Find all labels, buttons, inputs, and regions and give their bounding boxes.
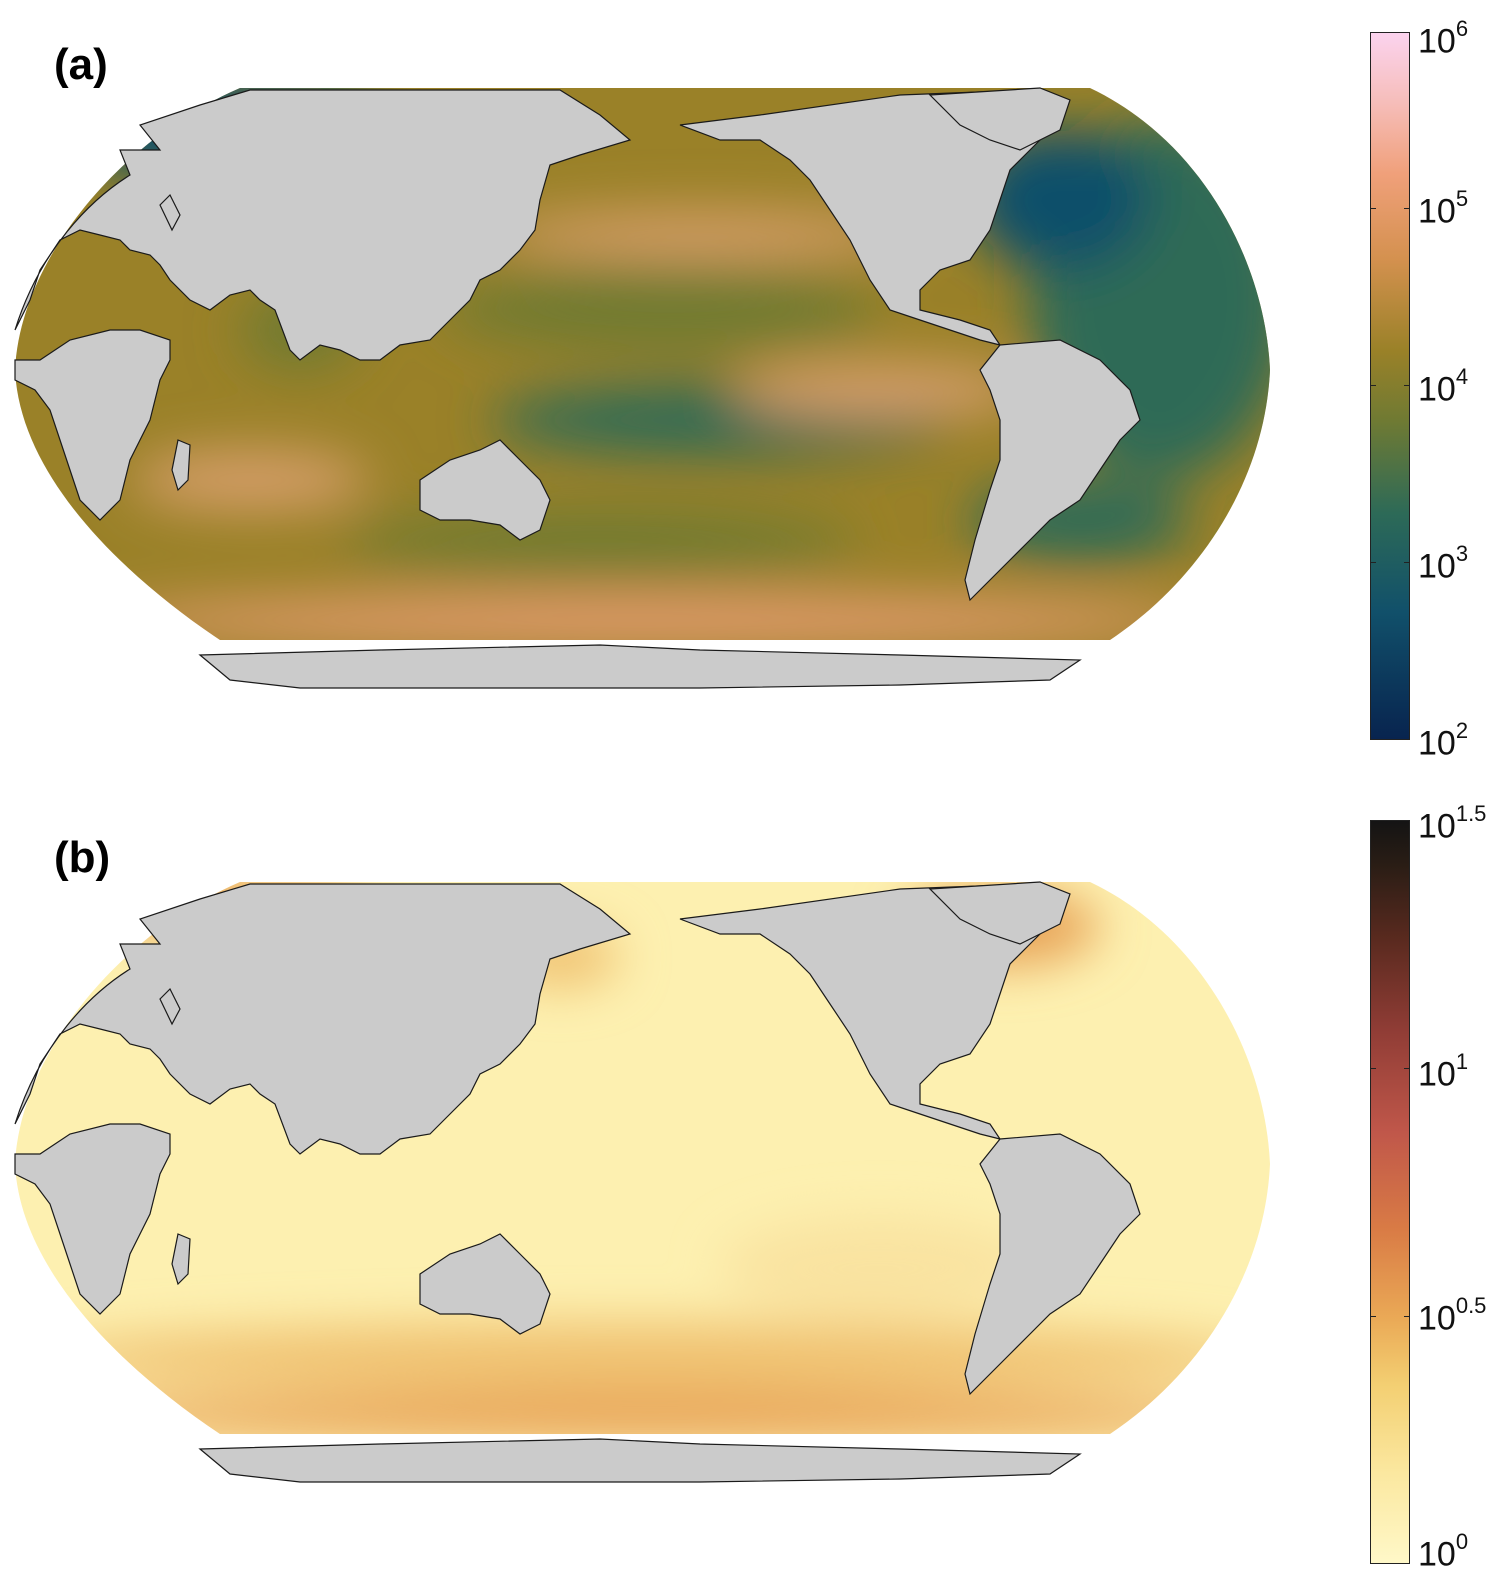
panel-label: (b) xyxy=(54,833,111,882)
australia xyxy=(419,439,551,541)
tick-mark xyxy=(1370,208,1376,209)
eurasia-africa xyxy=(14,89,632,361)
africa xyxy=(14,1123,171,1315)
colorbar-tick-label: 100 xyxy=(1418,1529,1469,1574)
colorbar-tick-label: 106 xyxy=(1418,16,1469,61)
indian-high xyxy=(130,450,370,510)
southern-high xyxy=(30,1392,1270,1434)
equatorial-high xyxy=(730,362,1030,418)
colorbar-a xyxy=(1370,32,1410,740)
world-map xyxy=(14,87,1270,689)
panel-b: (b) xyxy=(0,787,1504,1574)
panel-a: (a) xyxy=(14,16,1469,763)
land-masses xyxy=(14,881,1141,1483)
colorbar-tick-label: 104 xyxy=(1418,364,1469,409)
madagascar xyxy=(171,439,191,492)
colorbar-b xyxy=(1370,820,1410,1564)
tick-mark xyxy=(1404,208,1410,209)
tick-mark xyxy=(1404,1316,1410,1317)
tick-mark xyxy=(1370,385,1376,386)
eurasia-africa xyxy=(14,883,632,1155)
colorbar-tick-label: 103 xyxy=(1418,541,1469,586)
tick-mark xyxy=(1404,385,1410,386)
southern-ocean-high xyxy=(90,598,1210,640)
antarctica xyxy=(198,1438,1082,1483)
southern-mid xyxy=(340,510,860,570)
colorbar-tick-label: 100.5 xyxy=(1418,1293,1487,1338)
tick-mark xyxy=(1370,1068,1376,1069)
tick-mark xyxy=(1370,562,1376,563)
colorbar-tick-label: 101 xyxy=(1418,1049,1469,1094)
madagascar xyxy=(171,1233,191,1286)
colorbar-tick-label: 101.5 xyxy=(1418,801,1487,846)
south-america xyxy=(964,339,1141,602)
africa xyxy=(14,329,171,521)
colorbar-tick-label: 102 xyxy=(1418,718,1469,763)
australia xyxy=(419,1233,551,1335)
greenland xyxy=(928,881,1071,945)
antarctica xyxy=(198,644,1082,689)
land-masses xyxy=(14,87,1141,689)
uk xyxy=(159,193,181,232)
colorbar-tick-label: 105 xyxy=(1418,186,1469,231)
south-america xyxy=(964,1133,1141,1396)
tick-mark xyxy=(1404,562,1410,563)
kuroshio-high xyxy=(490,211,910,259)
tick-mark xyxy=(1370,1316,1376,1317)
panel-label: (a) xyxy=(54,40,108,89)
south-pacific-mid xyxy=(720,1217,1040,1317)
world-map xyxy=(14,881,1270,1483)
tick-mark xyxy=(1404,1068,1410,1069)
greenland xyxy=(928,87,1071,151)
north-pacific-mid xyxy=(440,270,880,350)
southern-edge xyxy=(30,1322,1270,1392)
uk xyxy=(159,987,181,1026)
